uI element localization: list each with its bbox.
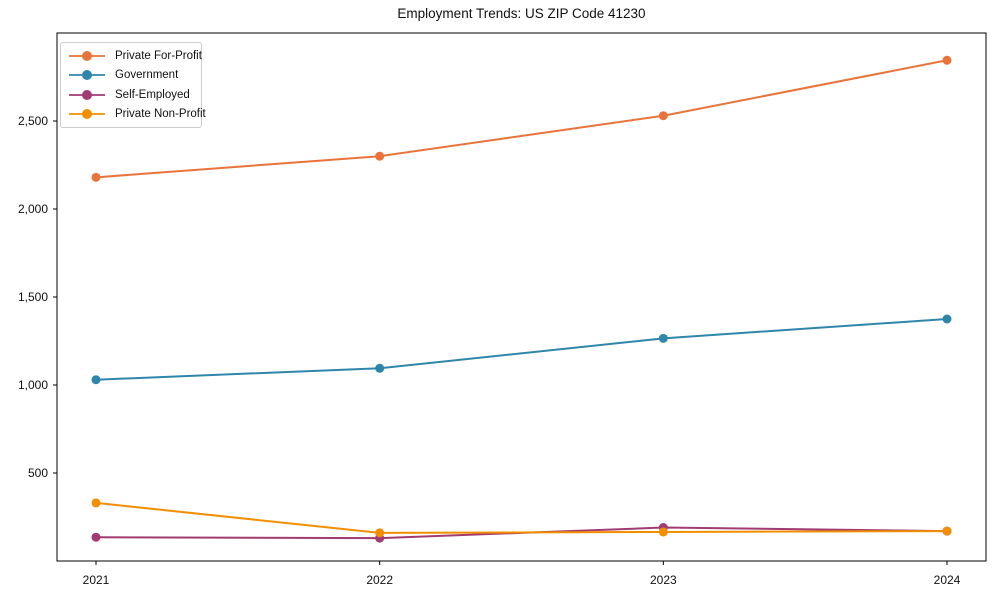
legend-item-government: Government	[68, 69, 194, 81]
y-tick-label: 500	[28, 466, 48, 480]
data-point	[942, 55, 952, 65]
legend-item-private-non-profit: Private Non-Profit	[68, 108, 206, 120]
legend-label: Self-Employed	[115, 88, 190, 101]
y-tick-label: 2,500	[18, 114, 48, 128]
y-tick-label: 2,000	[18, 202, 48, 216]
legend-line-marker-icon	[69, 50, 105, 61]
data-point	[91, 498, 101, 508]
data-point	[658, 527, 668, 537]
data-point	[942, 526, 952, 536]
data-point	[942, 314, 952, 324]
legend-line-marker-icon	[69, 109, 105, 120]
series-line	[95, 59, 948, 179]
data-point	[375, 528, 385, 538]
x-tick-label: 2023	[650, 573, 677, 587]
x-tick-label: 2022	[366, 573, 393, 587]
data-point	[658, 111, 668, 121]
data-point	[658, 333, 668, 343]
chart-title: Employment Trends: US ZIP Code 41230	[397, 6, 646, 21]
series-line	[95, 501, 948, 534]
legend-label: Private Non-Profit	[115, 108, 206, 121]
legend-label: Private For-Profit	[115, 49, 202, 62]
legend-line-marker-icon	[69, 89, 105, 100]
legend-label: Government	[115, 69, 179, 82]
x-tick-label: 2024	[934, 573, 961, 587]
data-point	[375, 151, 385, 161]
data-point	[91, 172, 101, 182]
data-point	[375, 363, 385, 373]
legend-item-self-employed: Self-Employed	[68, 89, 194, 101]
y-tick-label: 1,500	[18, 290, 48, 304]
series-line	[95, 318, 948, 381]
data-point	[91, 532, 101, 542]
data-point	[91, 375, 101, 385]
x-tick-label: 2021	[83, 573, 110, 587]
legend-item-private-for-profit: Private For-Profit	[68, 50, 202, 62]
y-tick-label: 1,000	[18, 378, 48, 392]
legend: Private For-Profit Government Self-Emplo…	[60, 42, 206, 128]
legend-line-marker-icon	[69, 70, 105, 81]
